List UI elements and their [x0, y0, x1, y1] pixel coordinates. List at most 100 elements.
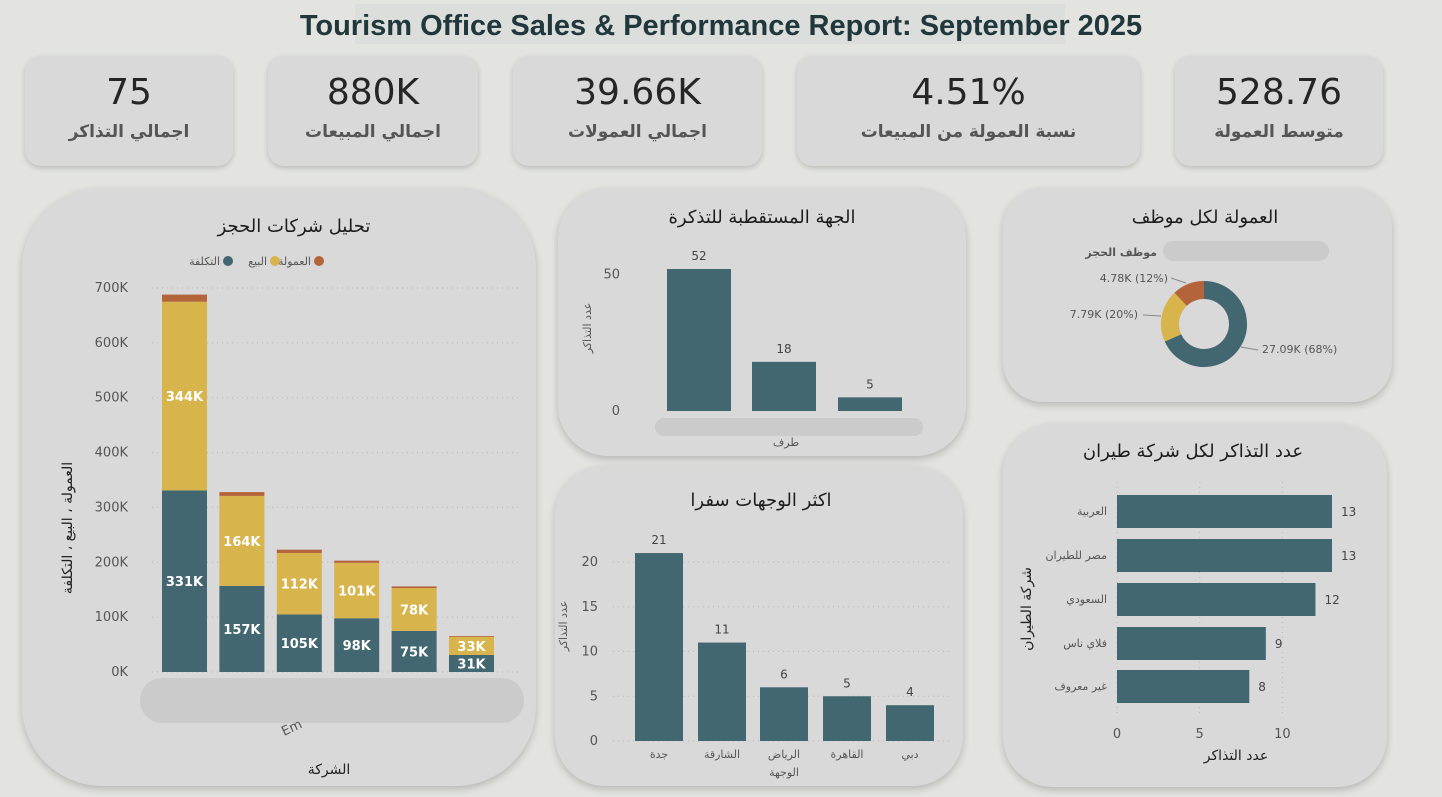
scrollbar-track[interactable] [655, 418, 923, 436]
y-tick-label: غير معروف [1054, 680, 1107, 693]
legend-scroll-bar[interactable] [1163, 241, 1329, 261]
y-tick-label: السعودي [1066, 593, 1107, 606]
destinations-chart-svg: اكثر الوجهات سفرا 0 5 10 15 20 21 جدة 11 الشارق… [557, 490, 950, 779]
y-tick-label: 700K [95, 281, 129, 296]
bar-segment-sale[interactable] [276, 552, 322, 615]
bar-segment-cost[interactable] [449, 654, 494, 672]
y-tick-label: مصر للطيران [1045, 549, 1107, 562]
kpi-total-tickets: 75 اجمالي التذاكر [25, 56, 233, 166]
y-tick-label: 15 [581, 600, 598, 615]
source-bar[interactable] [667, 269, 731, 411]
bar-segment-commission[interactable] [334, 560, 380, 563]
airline-chart-svg: عدد التذاكر لكل شركة طيران 0 5 10 13 العربي… [1019, 441, 1356, 764]
donut-slice-2[interactable] [1161, 292, 1188, 342]
bar-data-label: 6 [780, 667, 788, 681]
airline-bar[interactable] [1117, 670, 1250, 703]
destination-bar[interactable] [823, 696, 871, 741]
donut-slice-1[interactable] [1164, 281, 1247, 367]
kpi-value: 39.66K [574, 72, 701, 113]
x-tick-label: 0 [1113, 727, 1121, 742]
airline-bar[interactable] [1117, 495, 1332, 528]
y-tick-label: 5 [590, 689, 598, 704]
donut-slice-3[interactable] [1174, 281, 1205, 307]
employee-chart-svg: العمولة لكل موظف موظف الحجز 27.09K (68%)… [1070, 207, 1337, 367]
title-highlight [355, 4, 1065, 44]
bar-segment-commission[interactable] [391, 586, 437, 589]
legend-label-commission: العمولة [278, 255, 311, 268]
bar-data-label: 4 [906, 685, 914, 699]
bar-segment-sale[interactable] [391, 588, 437, 631]
chart-title: الجهة المستقطبة للتذكرة [668, 207, 855, 228]
x-axis-title: الوجهة [769, 766, 799, 779]
kpi-label: اجمالي المبيعات [305, 122, 441, 142]
y-tick-label: 400K [95, 446, 129, 461]
scrollbar-track[interactable] [140, 678, 524, 723]
leader-line [1142, 314, 1162, 317]
kpi-label: اجمالي العمولات [568, 122, 707, 142]
y-tick-label: 50 [603, 267, 620, 282]
bar-segment-cost[interactable] [334, 618, 380, 672]
bar-data-label: 78K [400, 603, 429, 618]
leader-line [1170, 277, 1187, 284]
legend-swatch-cost [223, 256, 233, 266]
y-tick-label: العربية [1077, 505, 1107, 518]
bar-segment-cost[interactable] [162, 490, 207, 672]
bar-data-label: 8 [1258, 680, 1266, 694]
chart-legend: العمولة البيع التكلفة [189, 255, 324, 268]
y-tick-label: 0K [111, 665, 128, 680]
y-tick-label: 300K [95, 500, 129, 515]
bar-data-label: 9 [1275, 637, 1283, 651]
bar-data-label: 11 [714, 623, 729, 637]
bar-data-label: 157K [223, 623, 261, 638]
legend-label-cost: التكلفة [189, 255, 220, 268]
destination-bar[interactable] [698, 642, 746, 741]
airline-bar[interactable] [1117, 583, 1316, 616]
bar-data-label: 31K [457, 657, 486, 672]
bar-segment-sale[interactable] [219, 495, 265, 586]
x-axis-title: الشركة [308, 762, 351, 778]
destination-bar[interactable] [760, 687, 808, 741]
bar-data-label: 13 [1341, 505, 1356, 519]
bar-segment-sale[interactable] [162, 301, 207, 491]
bar-segment-commission[interactable] [276, 549, 322, 553]
kpi-value: 4.51% [911, 72, 1026, 113]
x-tick-label: جدة [650, 748, 668, 761]
bar-segment-cost[interactable] [219, 585, 265, 672]
chart-title: تحليل شركات الحجز [217, 216, 371, 237]
destination-bar[interactable] [886, 705, 934, 741]
source-bar[interactable] [752, 361, 816, 411]
donut-data-label: 7.79K (20%) [1070, 308, 1138, 321]
x-tick-label: الشارقة [704, 748, 740, 761]
bar-data-label: 101K [338, 585, 376, 600]
bar-data-label: 98K [343, 639, 372, 654]
kpi-label: اجمالي التذاكر [68, 122, 190, 142]
bar-segment-cost[interactable] [391, 630, 437, 672]
bar-segment-commission[interactable] [449, 636, 494, 637]
kpi-total-commissions: 39.66K اجمالي العمولات [513, 56, 762, 166]
source-bar[interactable] [838, 397, 902, 411]
bar-segment-cost[interactable] [276, 614, 322, 672]
bar-data-label: 331K [166, 575, 204, 590]
donut-data-label: 4.78K (12%) [1100, 272, 1168, 285]
bar-segment-sale[interactable] [449, 636, 494, 655]
x-tick-label: القاهرة [831, 748, 864, 761]
x-tick-label: 10 [1274, 727, 1291, 742]
destination-bar[interactable] [635, 553, 683, 741]
bar-data-label: 5 [866, 377, 874, 391]
bar-segment-sale[interactable] [334, 562, 380, 619]
top-destinations-card: اكثر الوجهات سفرا 0 5 10 15 20 21 جدة 11 الشارق… [555, 466, 963, 786]
y-axis-title: عدد التذاكر [581, 303, 594, 355]
destinations-bars: 21 جدة 11 الشارقة 6 الرياض 5 القاهرة 4 دبي [635, 533, 934, 761]
bar-data-label: 105K [281, 637, 319, 652]
bar-segment-commission[interactable] [162, 294, 207, 302]
y-tick-label: 20 [581, 555, 598, 570]
bar-segment-commission[interactable] [219, 492, 265, 496]
bar-data-label: 5 [843, 676, 851, 690]
bar-data-label: 344K [166, 390, 204, 405]
booking-companies-card: تحليل شركات الحجز العمولة البيع التكلفة … [22, 188, 536, 786]
x-tick-label: دبي [901, 748, 918, 761]
airline-bar[interactable] [1117, 539, 1332, 572]
bar-data-label: 164K [223, 535, 261, 550]
airline-bar[interactable] [1117, 627, 1266, 660]
y-tick-label: 10 [581, 645, 598, 660]
